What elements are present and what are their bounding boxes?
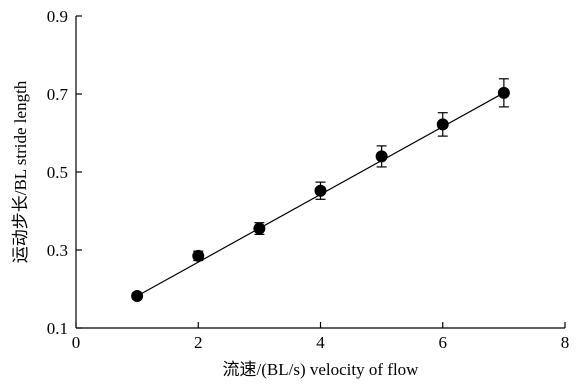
x-tick-label: 0 <box>72 333 81 352</box>
ticks: 0 2 4 6 8 0.1 0.3 0.5 0.7 0.9 <box>47 7 570 352</box>
data-point <box>376 150 388 162</box>
data-point <box>315 185 327 197</box>
data-point <box>131 290 143 302</box>
x-tick-label: 4 <box>316 333 325 352</box>
x-tick-label: 8 <box>561 333 570 352</box>
data-point <box>253 223 265 235</box>
y-tick-label: 0.9 <box>47 7 68 26</box>
x-axis-title: 流速/(BL/s) velocity of flow <box>223 360 420 379</box>
x-tick-label: 6 <box>439 333 448 352</box>
y-tick-label: 0.1 <box>47 319 68 338</box>
y-axis-title: 运动步长/BL stride length <box>11 80 30 263</box>
data-point <box>437 118 449 130</box>
y-tick-label: 0.7 <box>47 85 69 104</box>
x-tick-label: 2 <box>194 333 203 352</box>
y-tick-label: 0.5 <box>47 163 68 182</box>
axes <box>76 16 565 328</box>
data-point <box>498 87 510 99</box>
y-tick-label: 0.3 <box>47 241 68 260</box>
data-point <box>192 250 204 262</box>
